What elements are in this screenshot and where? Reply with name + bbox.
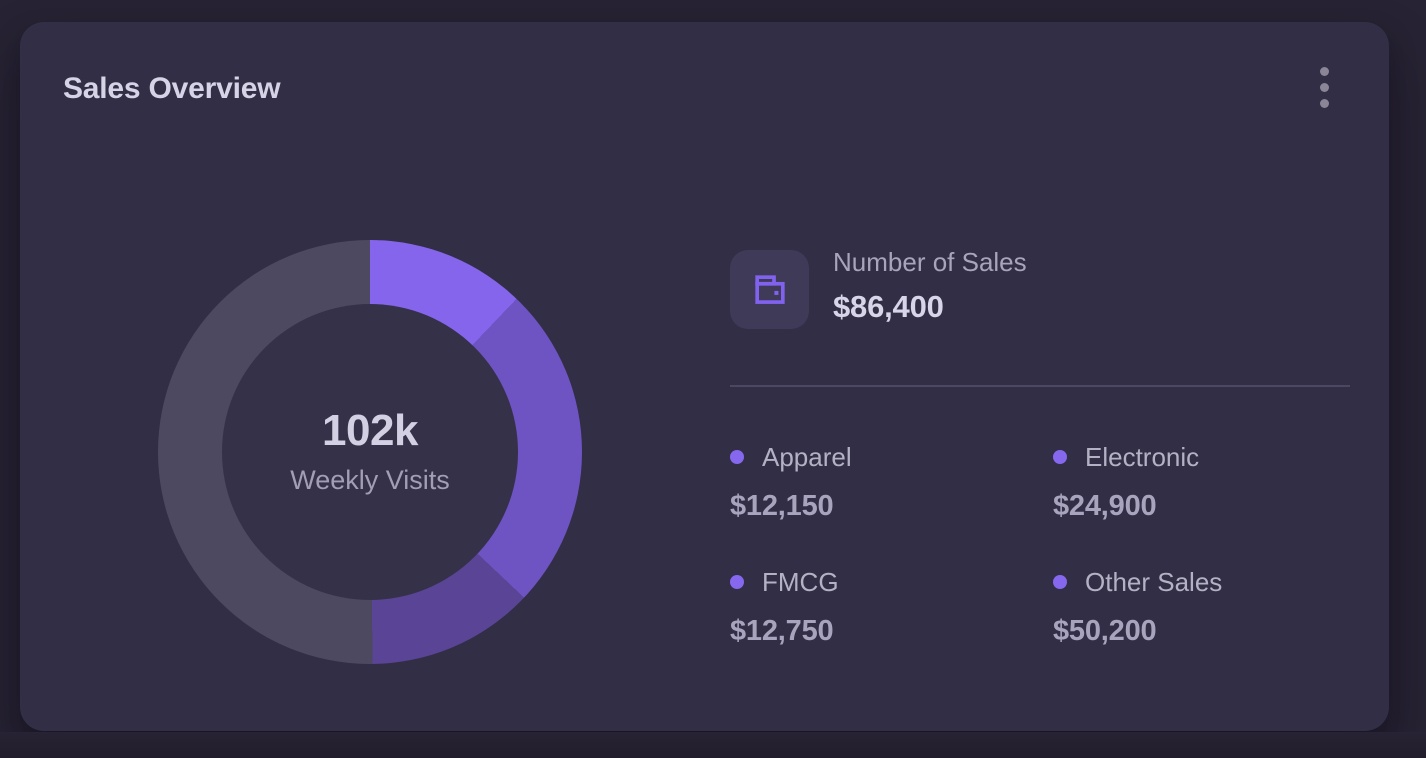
- sales-overview-card: Sales Overview 102k Weekly Visits Number…: [20, 22, 1389, 731]
- wallet-icon: [754, 274, 785, 304]
- legend-dot-icon: [1053, 450, 1067, 464]
- legend-label: Apparel: [762, 442, 852, 472]
- stat-value: $86,400: [833, 289, 944, 324]
- donut-chart[interactable]: 102k Weekly Visits: [158, 240, 582, 664]
- legend-grid: Apparel $12,150 Electronic $24,900 FMCG …: [730, 442, 1378, 648]
- legend-item-electronic: Electronic $24,900: [1053, 442, 1376, 523]
- legend-item-apparel: Apparel $12,150: [730, 442, 1053, 523]
- legend-value: $24,900: [1053, 490, 1157, 522]
- legend-dot-icon: [1053, 575, 1067, 589]
- stat-block: Number of Sales $86,400: [833, 247, 1027, 325]
- donut-center-value: 102k: [322, 406, 418, 455]
- legend-label: FMCG: [762, 567, 839, 597]
- stat-label: Number of Sales: [833, 247, 1027, 277]
- legend-label: Other Sales: [1085, 567, 1223, 597]
- card-title: Sales Overview: [63, 72, 281, 105]
- divider: [730, 385, 1350, 387]
- legend-label: Electronic: [1085, 442, 1200, 472]
- legend-value: $12,150: [730, 490, 834, 522]
- donut-center-label: Weekly Visits: [290, 465, 450, 495]
- legend-dot-icon: [730, 450, 744, 464]
- stat-icon-tile: [730, 250, 809, 329]
- kebab-menu-button[interactable]: [1302, 62, 1346, 112]
- kebab-menu-icon: [1319, 66, 1329, 108]
- legend-item-other-sales: Other Sales $50,200: [1053, 567, 1376, 648]
- donut-center: 102k Weekly Visits: [222, 304, 518, 600]
- legend-dot-icon: [730, 575, 744, 589]
- legend-value: $50,200: [1053, 615, 1157, 647]
- legend-value: $12,750: [730, 615, 834, 647]
- legend-item-fmcg: FMCG $12,750: [730, 567, 1053, 648]
